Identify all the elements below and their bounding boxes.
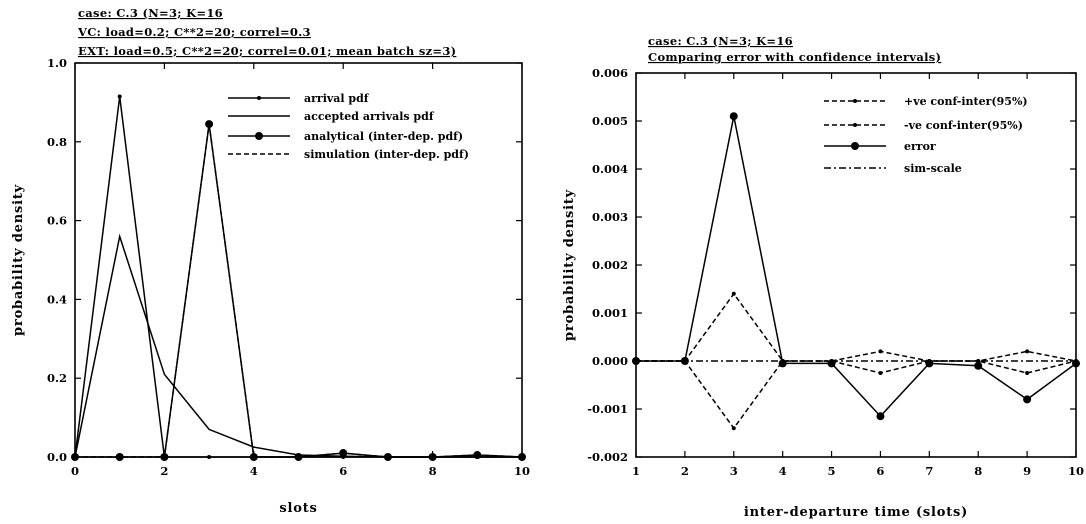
x-tick-label: 4 (779, 464, 787, 478)
x-tick-label: 7 (925, 464, 933, 478)
data-point (878, 371, 883, 375)
chart-1: case: C.3 (N=3; K=16 VC: load=0.2; C**2=2… (11, 6, 530, 516)
data-point (878, 349, 883, 354)
legend-label: analytical (inter-dep. pdf) (304, 130, 463, 143)
y-axis-label: probability density (562, 189, 577, 341)
plot-frame (74, 62, 523, 458)
legend-label: -ve conf-inter(95%) (904, 119, 1023, 132)
chart-header-line: case: C.3 (N=3; K=16 (78, 6, 223, 20)
x-tick-label: 6 (876, 464, 884, 478)
data-point (518, 453, 526, 461)
legend-label: accepted arrivals pdf (304, 110, 435, 123)
chart-header-line: VC: load=0.2; C**2=20; correl=0.3 (77, 25, 311, 39)
y-tick-label: 0.004 (592, 162, 628, 176)
chart-header-line: case: C.3 (N=3; K=16 (648, 34, 793, 48)
chart-header-line: Comparing error with confidence interval… (648, 50, 941, 64)
y-tick-label: 0.0 (47, 450, 67, 464)
x-tick-label: 8 (974, 464, 982, 478)
x-tick-label: 6 (339, 464, 347, 478)
data-point (383, 453, 392, 461)
data-point (974, 361, 983, 370)
chart-2: case: C.3 (N=3; K=16 Comparing error with… (562, 34, 1084, 520)
y-tick-label: -0.001 (587, 402, 628, 416)
legend-marker (853, 123, 857, 127)
data-point (729, 112, 738, 121)
y-tick-label: 0.001 (592, 306, 628, 320)
y-tick-label: 1.0 (47, 56, 67, 70)
legend-label: simulation (inter-dep. pdf) (304, 148, 469, 161)
y-tick-label: 0.6 (47, 214, 67, 228)
legend-label: sim-scale (904, 162, 962, 175)
y-tick-label: -0.002 (587, 450, 628, 464)
data-point (1023, 395, 1032, 404)
x-tick-label: 10 (514, 464, 530, 478)
x-tick-label: 2 (681, 464, 689, 478)
data-point (1025, 371, 1030, 375)
series-line-2 (74, 233, 522, 458)
data-point (1025, 349, 1030, 354)
legend-marker (255, 132, 263, 140)
x-tick-label: 10 (1068, 464, 1084, 478)
legend-marker (851, 142, 859, 150)
data-point (731, 291, 736, 296)
series-line-3 (75, 124, 523, 458)
legend-label: +ve conf-inter(95%) (904, 95, 1028, 108)
y-tick-label: 0.8 (47, 135, 67, 149)
legend-marker (853, 99, 857, 103)
series-line-4 (75, 124, 523, 458)
x-axis-label: slots (279, 501, 317, 516)
data-point (117, 94, 122, 99)
data-point (207, 455, 212, 459)
data-point (731, 426, 736, 431)
x-tick-label: 3 (730, 464, 738, 478)
x-tick-label: 0 (71, 464, 79, 478)
series-line-3 (636, 116, 1077, 418)
x-tick-label: 5 (828, 464, 836, 478)
x-axis-label: inter-departure time (slots) (744, 505, 968, 520)
y-tick-label: 0.006 (592, 66, 628, 80)
y-tick-label: 0.003 (592, 210, 628, 224)
y-tick-label: 0.002 (592, 258, 628, 272)
x-tick-label: 2 (160, 464, 168, 478)
x-tick-label: 9 (1023, 464, 1031, 478)
data-point (778, 359, 787, 368)
series-line-1 (636, 292, 1077, 362)
legend-label: error (904, 140, 936, 153)
data-point (876, 412, 885, 421)
x-tick-label: 4 (250, 464, 258, 478)
y-tick-label: 0.2 (47, 371, 67, 385)
chart-header-line: EXT: load=0.5; C**2=20; correl=0.01; mea… (78, 44, 456, 58)
y-tick-label: 0.000 (592, 354, 628, 368)
y-tick-label: 0.005 (592, 114, 628, 128)
legend-marker (257, 96, 261, 100)
x-tick-label: 1 (632, 464, 640, 478)
legend-label: arrival pdf (304, 92, 370, 105)
y-axis-label: probability density (11, 184, 26, 336)
x-tick-label: 8 (429, 464, 437, 478)
data-point (294, 453, 303, 461)
y-tick-label: 0.4 (47, 292, 67, 306)
series-line-2 (636, 360, 1077, 430)
